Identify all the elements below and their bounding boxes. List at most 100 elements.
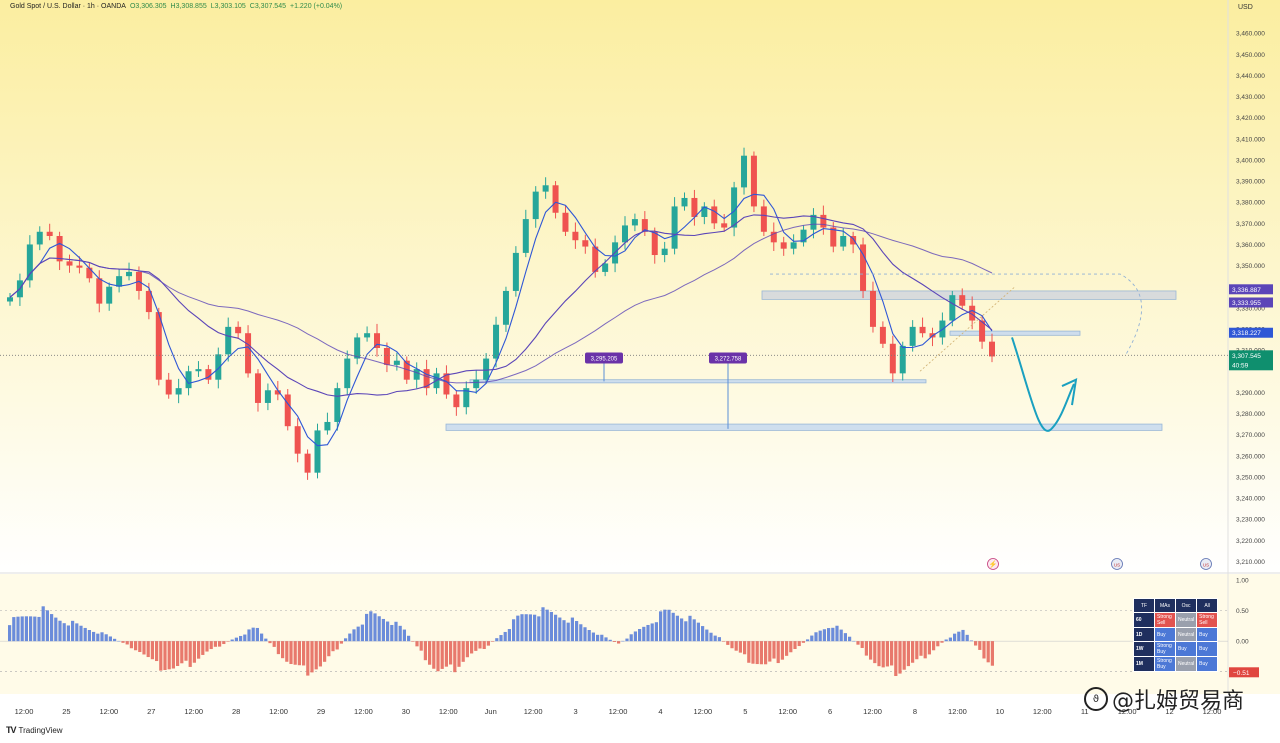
time-tick-label: 12:00 — [1033, 707, 1052, 716]
oscillator-bar — [743, 641, 747, 655]
tech-tf: 1W — [1133, 641, 1155, 657]
tradingview-logo[interactable]: TV TradingView — [6, 725, 63, 735]
oscillator-bar — [684, 621, 688, 642]
support-resistance-zone — [445, 423, 1163, 431]
oscillator-bar — [209, 641, 213, 650]
candle-body — [899, 345, 906, 374]
oscillator-bar — [155, 641, 159, 662]
price-callout-box[interactable] — [585, 352, 623, 364]
tech-osc: Buy — [1174, 641, 1198, 657]
oscillator-bar — [318, 641, 322, 667]
oscillator-bar — [642, 626, 646, 642]
candle-body — [76, 265, 83, 268]
candle-body — [959, 295, 966, 306]
candle-body — [284, 394, 291, 427]
oscillator-bar — [440, 641, 444, 669]
candle-body — [374, 333, 381, 348]
time-tick-label: Jun — [485, 707, 497, 716]
oscillator-bar — [121, 641, 125, 643]
support-resistance-zone — [949, 330, 1081, 336]
oscillator-bar — [932, 641, 936, 651]
projection-path — [1011, 337, 1075, 432]
candle-body — [512, 252, 519, 291]
time-tick-label: 12:00 — [524, 707, 543, 716]
candle-body — [522, 219, 529, 253]
economic-event-icon[interactable] — [987, 558, 999, 570]
price-tick-label: 3,270.000 — [1236, 432, 1265, 439]
price-tick-label: 3,460.000 — [1236, 31, 1265, 38]
projection-arc-dashed — [770, 273, 1143, 355]
candle-body — [274, 390, 281, 395]
economic-event-label: ⚡ — [989, 560, 998, 569]
oscillator-bar — [310, 641, 314, 673]
oscillator-bar — [398, 625, 402, 642]
candle-body — [542, 185, 549, 192]
tv-brand-label: TradingView — [18, 725, 63, 735]
watermark-logo-icon: ϑ — [1084, 687, 1108, 711]
time-tick-label: 10 — [996, 707, 1004, 716]
oscillator-bar — [37, 616, 41, 642]
economic-event-label: US — [1114, 563, 1120, 568]
price-axis-tag-label: 3,307.545 — [1232, 353, 1261, 360]
oscillator-bar — [184, 641, 188, 661]
oscillator-bar — [344, 638, 348, 642]
oscillator-bar — [940, 641, 944, 643]
candle-body — [364, 333, 371, 338]
fib-dotted-line — [919, 286, 1016, 372]
price-callout-box[interactable] — [709, 352, 747, 364]
candle-body — [502, 290, 509, 325]
oscillator-bar — [360, 624, 364, 642]
tech-rating-row: 1W Strong Buy Buy Buy — [1133, 641, 1219, 657]
oscillator-bar — [801, 641, 805, 643]
oscillator-bar — [604, 637, 608, 642]
time-tick-label: 12:00 — [184, 707, 203, 716]
time-tick-label: 29 — [317, 707, 325, 716]
candle-body — [7, 297, 13, 302]
oscillator-bar — [533, 614, 537, 642]
oscillator-bar — [41, 606, 45, 642]
oscillator-bar — [104, 634, 108, 642]
time-tick-label: 12:00 — [99, 707, 118, 716]
oscillator-bar — [381, 618, 385, 642]
candle-body — [989, 341, 995, 357]
oscillator-bar — [864, 641, 868, 656]
oscillator-bar — [423, 641, 427, 661]
candle-body — [562, 212, 569, 232]
oscillator-bar — [499, 635, 503, 642]
oscillator-bar — [806, 639, 810, 642]
candle-body — [701, 206, 708, 217]
oscillator-bar — [768, 641, 772, 662]
price-tick-label: 3,360.000 — [1236, 242, 1265, 249]
price-axis-tag — [1229, 350, 1273, 371]
oscillator-bar — [167, 641, 171, 670]
economic-event-label: US — [1203, 563, 1209, 568]
oscillator-bar — [772, 641, 776, 659]
economic-event-icon[interactable] — [1200, 558, 1212, 570]
watermark: ϑ @扎姆贸易商 — [1084, 683, 1244, 715]
tech-rating-row: 1M Strong Buy Neutral Buy — [1133, 656, 1219, 672]
price-tick-label: 3,280.000 — [1236, 411, 1265, 418]
oscillator-bar — [696, 622, 700, 642]
price-axis-tag-label: 3,336.887 — [1232, 287, 1261, 294]
oscillator-bar — [747, 641, 751, 663]
tech-osc: Neutral — [1174, 656, 1198, 672]
candle-body — [443, 373, 450, 395]
oscillator-bar — [558, 617, 562, 642]
oscillator-bar — [894, 641, 898, 677]
oscillator-bar — [125, 641, 129, 645]
watermark-text: @扎姆贸易商 — [1112, 689, 1245, 714]
projection-arrow-icon — [1061, 378, 1078, 406]
oscillator-bar — [667, 609, 671, 642]
oscillator-bar — [142, 641, 146, 655]
oscillator-value-tag — [1229, 667, 1259, 678]
tech-rating-row: 1D Buy Neutral Buy — [1133, 627, 1219, 642]
price-axis-tag — [1229, 284, 1273, 295]
economic-event-icon[interactable] — [1111, 558, 1123, 570]
candle-body — [661, 248, 668, 256]
time-tick-label: 28 — [232, 707, 240, 716]
oscillator-bar — [66, 625, 70, 642]
oscillator-bar — [339, 641, 343, 644]
symbol-title[interactable]: Gold Spot / U.S. Dollar · 1h · OANDA — [10, 2, 126, 10]
oscillator-bar — [612, 641, 616, 642]
